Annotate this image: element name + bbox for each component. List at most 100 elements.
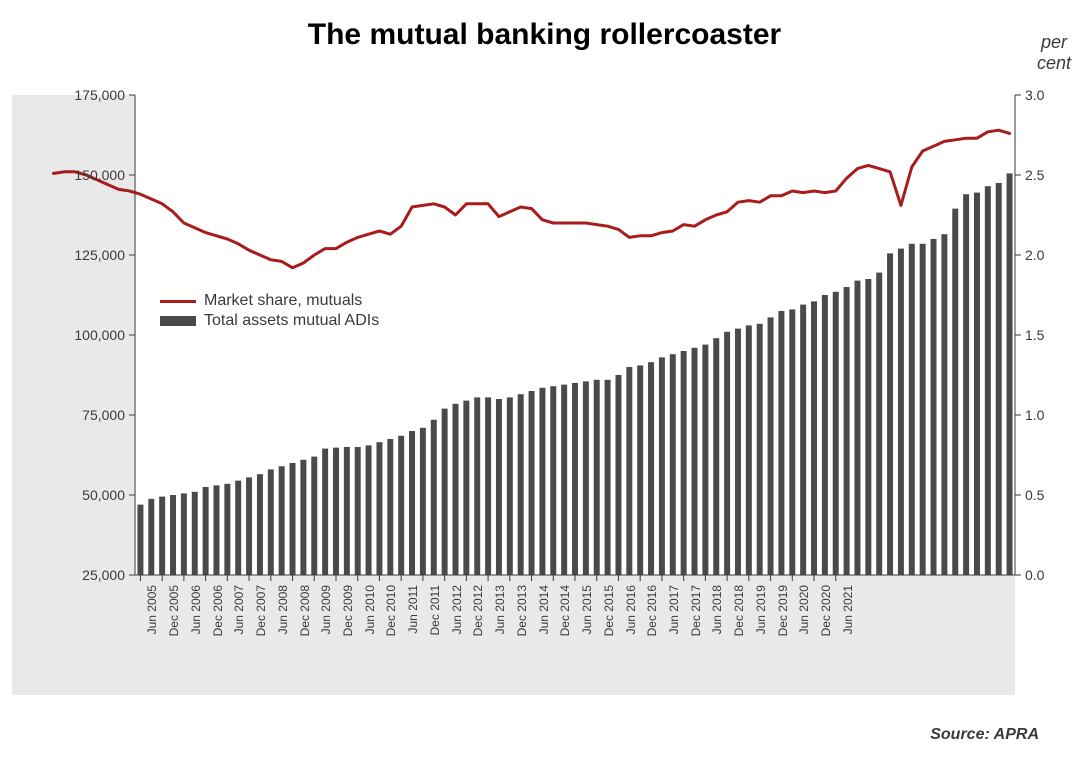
y1-tick: 100,000	[0, 327, 125, 343]
bar	[854, 281, 860, 575]
x-tick: Dec 2006	[211, 585, 225, 636]
y2-axis-label-line1: per	[1037, 32, 1071, 53]
y2-tick-labels: 0.00.51.01.52.02.53.0	[1025, 95, 1085, 575]
x-tick: Jun 2021	[841, 585, 855, 634]
y2-tick: 0.0	[1025, 567, 1044, 583]
bar	[366, 445, 372, 575]
bar	[583, 381, 589, 575]
bar	[887, 253, 893, 575]
legend-item: Total assets mutual ADIs	[160, 312, 379, 330]
bar	[931, 239, 937, 575]
x-tick-labels: Jun 2005 Dec 2005 Jun 2006 Dec 2006 Jun 2007…	[135, 585, 1015, 705]
legend-label: Market share, mutuals	[204, 292, 362, 310]
x-tick: Jun 2008	[276, 585, 290, 634]
bar	[670, 354, 676, 575]
x-tick: Jun 2007	[232, 585, 246, 634]
bar	[822, 295, 828, 575]
bar	[615, 375, 621, 575]
bar	[192, 492, 198, 575]
bar	[518, 394, 524, 575]
legend-item: Market share, mutuals	[160, 292, 379, 310]
x-tick: Dec 2020	[819, 585, 833, 636]
legend: Market share, mutuals Total assets mutual…	[160, 290, 379, 332]
bar	[257, 474, 263, 575]
bar	[974, 193, 980, 575]
x-tick: Dec 2016	[645, 585, 659, 636]
bar	[920, 244, 926, 575]
bar	[387, 439, 393, 575]
legend-label: Total assets mutual ADIs	[204, 312, 379, 330]
x-tick: Jun 2019	[754, 585, 768, 634]
bar	[963, 194, 969, 575]
bar	[463, 401, 469, 575]
bar	[789, 309, 795, 575]
bar	[398, 436, 404, 575]
x-tick: Jun 2011	[406, 585, 420, 634]
bar	[246, 477, 252, 575]
x-tick: Dec 2012	[471, 585, 485, 636]
plot-area	[135, 95, 1015, 575]
x-tick: Jun 2006	[189, 585, 203, 634]
x-tick: Dec 2014	[558, 585, 572, 636]
bar	[539, 388, 545, 575]
bar	[659, 357, 665, 575]
bar	[159, 497, 165, 575]
bar	[941, 234, 947, 575]
bar	[507, 397, 513, 575]
x-tick: Jun 2013	[493, 585, 507, 634]
bar	[550, 386, 556, 575]
bar	[268, 469, 274, 575]
bar	[909, 244, 915, 575]
bar	[496, 399, 502, 575]
bar	[800, 305, 806, 575]
y2-axis-label-line2: cent	[1037, 53, 1071, 74]
bar	[735, 329, 741, 575]
y1-tick: 125,000	[0, 247, 125, 263]
bar	[778, 311, 784, 575]
source-label: Source: APRA	[930, 726, 1039, 744]
bar	[844, 287, 850, 575]
x-tick: Dec 2013	[515, 585, 529, 636]
legend-line-swatch	[160, 300, 196, 303]
bar	[529, 391, 535, 575]
bar	[811, 301, 817, 575]
bar	[702, 345, 708, 575]
bar	[235, 481, 241, 575]
bar	[333, 448, 339, 575]
x-tick: Jun 2020	[797, 585, 811, 634]
x-tick: Jun 2005	[145, 585, 159, 634]
y2-tick: 1.0	[1025, 407, 1044, 423]
y1-tick: 25,000	[0, 567, 125, 583]
x-tick: Dec 2018	[732, 585, 746, 636]
bar	[561, 385, 567, 575]
y1-tick: 50,000	[0, 487, 125, 503]
bar	[290, 463, 296, 575]
y1-tick-labels: 25,00050,00075,000100,000125,000150,0001…	[0, 95, 125, 575]
bar	[865, 279, 871, 575]
x-tick: Dec 2005	[167, 585, 181, 636]
market-share-line	[54, 130, 1010, 268]
bar	[768, 317, 774, 575]
x-tick: Dec 2007	[254, 585, 268, 636]
bar	[148, 499, 154, 575]
bar	[181, 493, 187, 575]
bar	[431, 420, 437, 575]
bar	[279, 466, 285, 575]
bar	[344, 447, 350, 575]
y2-tick: 2.0	[1025, 247, 1044, 263]
y2-tick: 3.0	[1025, 87, 1044, 103]
bar	[420, 428, 426, 575]
bar	[985, 186, 991, 575]
bar	[311, 457, 317, 575]
bar	[376, 442, 382, 575]
bar	[833, 292, 839, 575]
bar	[724, 332, 730, 575]
chart-title: The mutual banking rollercoaster	[0, 18, 1089, 52]
y2-tick: 0.5	[1025, 487, 1044, 503]
bar	[626, 367, 632, 575]
chart-container: The mutual banking rollercoaster per cen…	[0, 0, 1089, 762]
bar	[648, 362, 654, 575]
x-tick: Dec 2010	[384, 585, 398, 636]
x-tick: Jun 2018	[710, 585, 724, 634]
x-tick: Dec 2011	[428, 585, 442, 635]
